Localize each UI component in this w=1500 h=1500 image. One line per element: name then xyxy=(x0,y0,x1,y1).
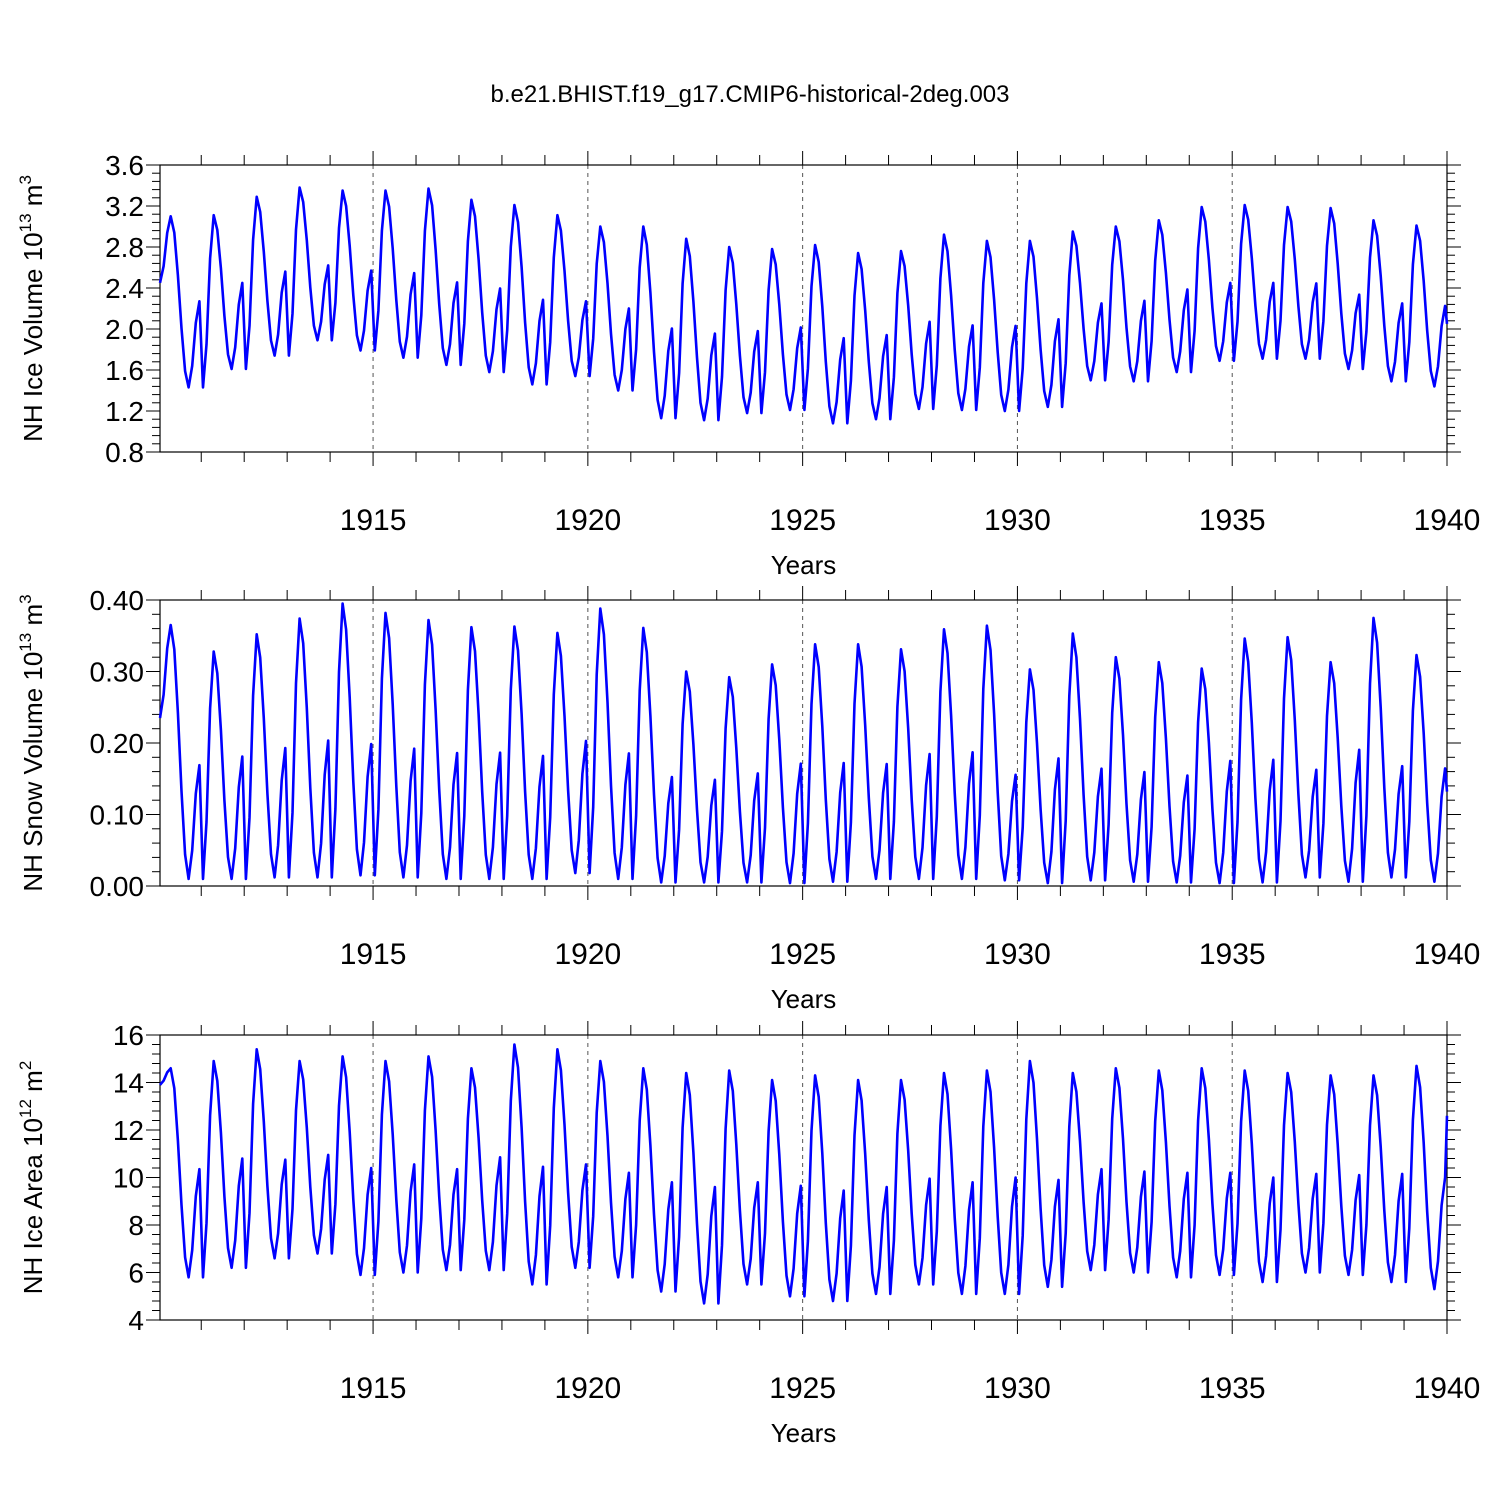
y-axis-label-superscript: 13 xyxy=(16,633,35,652)
y-tick-label: 1.6 xyxy=(105,355,144,386)
series-line-nh-ice-volume xyxy=(158,186,1449,425)
x-tick-label-1940: 1940 xyxy=(1414,938,1481,971)
y-tick-label: 16 xyxy=(113,1020,144,1051)
x-tick-label-1940: 1940 xyxy=(1414,504,1481,537)
y-axis-label-text: NH Snow Volume 10 xyxy=(18,652,48,892)
x-tick-label-1920: 1920 xyxy=(554,938,621,971)
y-tick-label: 10 xyxy=(113,1163,144,1194)
y-tick-label: 8 xyxy=(128,1210,144,1241)
y-tick-label: 14 xyxy=(113,1068,144,1099)
y-tick-label: 3.6 xyxy=(105,150,144,181)
x-axis-label: Years xyxy=(771,984,837,1014)
y-axis-label-text: NH Ice Volume 10 xyxy=(18,232,48,442)
y-axis-label-superscript: 3 xyxy=(16,594,35,603)
figure-title: b.e21.BHIST.f19_g17.CMIP6-historical-2de… xyxy=(491,81,1010,108)
x-tick-label-1935: 1935 xyxy=(1199,938,1266,971)
y-axis-label-text: m xyxy=(18,185,48,214)
chart-panel-1: 0.8 1.2 1.6 2.0 2.4 2.8 3.2 3.6 1915 1920 1925 1930… xyxy=(16,150,1480,580)
panels: 0.8 1.2 1.6 2.0 2.4 2.8 3.2 3.6 1915 1920 1925 1930… xyxy=(16,150,1480,1448)
x-tick-label-1920: 1920 xyxy=(554,504,621,537)
x-tick-label-1930: 1930 xyxy=(984,504,1051,537)
x-axis-label: Years xyxy=(771,550,837,580)
x-tick-label-1925: 1925 xyxy=(769,504,836,537)
x-tick-label-1920: 1920 xyxy=(554,1372,621,1405)
x-tick-label-1930: 1930 xyxy=(984,1372,1051,1405)
y-axis-label-text: m xyxy=(18,604,48,633)
y-tick-label: 3.2 xyxy=(105,191,144,222)
y-tick-label: 0.8 xyxy=(105,437,144,468)
chart-panel-2: 0.00 0.10 0.20 0.30 0.40 1915 1920 1925 1930 1935… xyxy=(16,585,1480,1014)
y-axis-label: NH Snow Volume 1013 m3 xyxy=(16,594,48,891)
chart-panel-3: 4 6 8 10 12 14 16 1915 1920 1925 1930 1935 1940 Years… xyxy=(16,1020,1480,1448)
x-axis-label: Years xyxy=(771,1418,837,1448)
y-tick-label: 0.40 xyxy=(90,585,145,616)
x-tick-label-1940: 1940 xyxy=(1414,1372,1481,1405)
y-axis-label-superscript: 2 xyxy=(16,1061,35,1070)
y-tick-label: 0.20 xyxy=(90,728,145,759)
y-tick-label: 0.10 xyxy=(90,800,145,831)
y-tick-label: 6 xyxy=(128,1258,144,1289)
x-tick-label-1915: 1915 xyxy=(340,1372,407,1405)
plot-frame xyxy=(159,164,1448,453)
y-axis-label-text: NH Ice Area 10 xyxy=(18,1118,48,1294)
series-line-nh-ice-area xyxy=(159,1043,1449,1305)
y-tick-label: 1.2 xyxy=(105,396,144,427)
y-axis-label: NH Ice Area 1012 m2 xyxy=(16,1061,48,1295)
y-axis-label-superscript: 3 xyxy=(16,175,35,184)
y-axis-label: NH Ice Volume 1013 m3 xyxy=(16,175,48,442)
y-tick-label: 0.30 xyxy=(90,657,145,688)
x-tick-label-1925: 1925 xyxy=(769,1372,836,1405)
y-tick-label: 0.00 xyxy=(90,871,145,902)
y-tick-label: 2.0 xyxy=(105,314,144,345)
y-axis-label-superscript: 13 xyxy=(16,213,35,232)
y-tick-label: 2.8 xyxy=(105,232,144,263)
y-axis-label-text: m xyxy=(18,1070,48,1099)
x-tick-label-1930: 1930 xyxy=(984,938,1051,971)
x-tick-label-1915: 1915 xyxy=(340,938,407,971)
x-tick-label-1925: 1925 xyxy=(769,938,836,971)
y-tick-label: 4 xyxy=(128,1305,144,1336)
x-tick-label-1935: 1935 xyxy=(1199,1372,1266,1405)
y-axis-label-superscript: 12 xyxy=(16,1099,35,1118)
series-line-nh-snow-volume xyxy=(158,602,1449,885)
x-tick-label-1935: 1935 xyxy=(1199,504,1266,537)
y-tick-label: 12 xyxy=(113,1115,144,1146)
x-tick-label-1915: 1915 xyxy=(340,504,407,537)
y-tick-label: 2.4 xyxy=(105,273,144,304)
